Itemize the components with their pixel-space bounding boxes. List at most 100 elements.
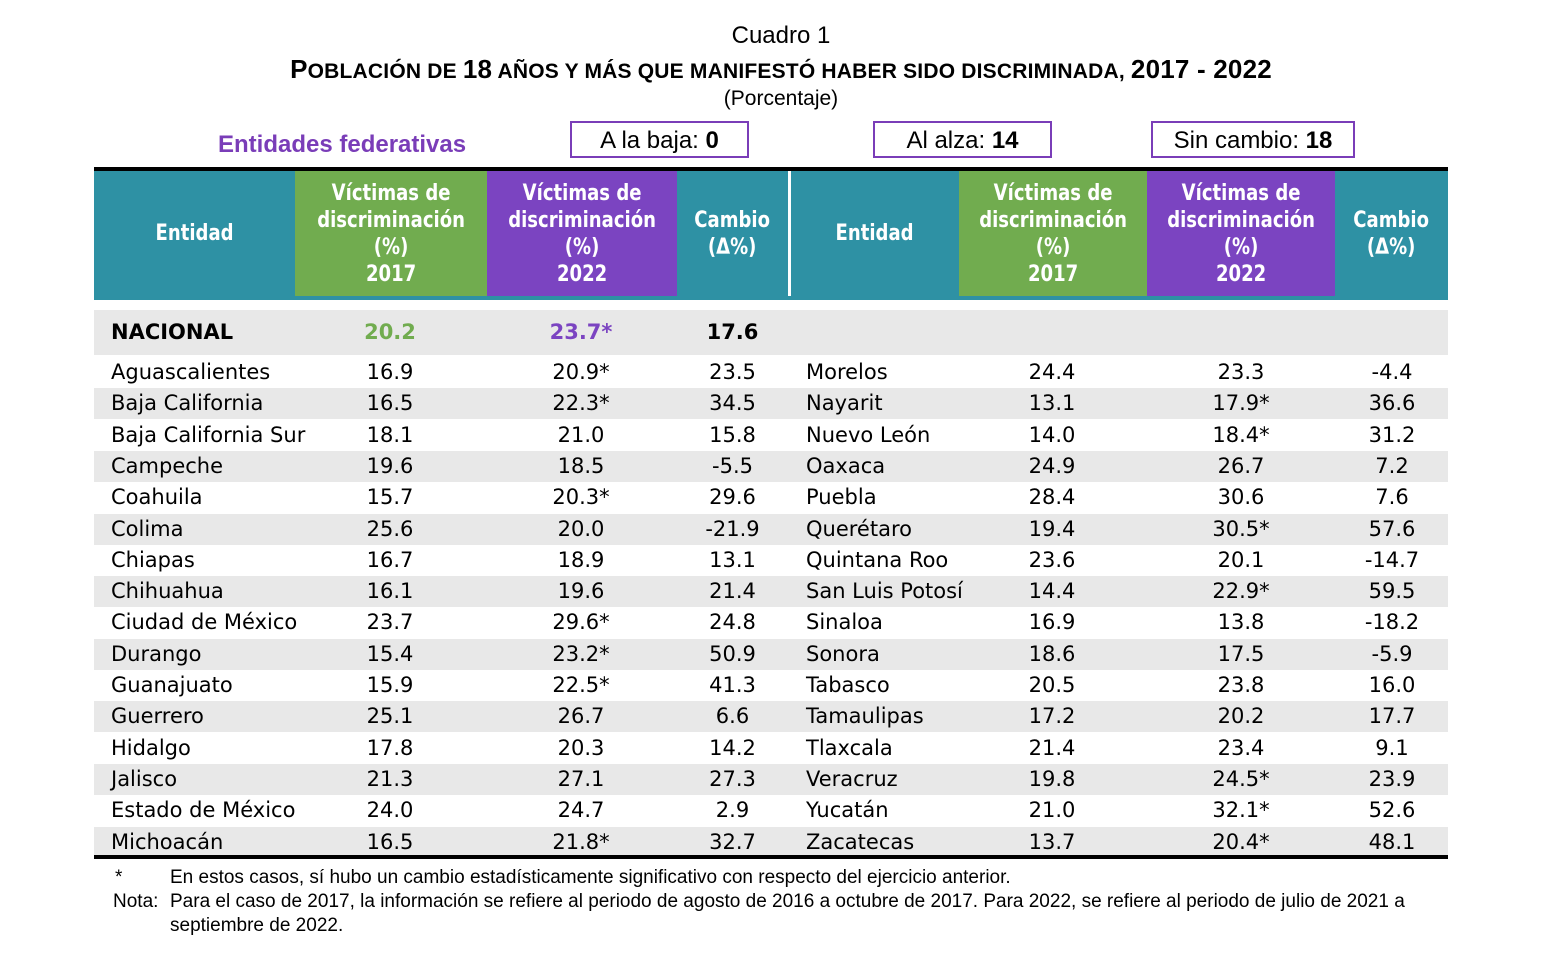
right-v2017-value: 28.4 <box>1028 485 1076 510</box>
header-2017-right: Víctimas de discriminación (%) 2017 <box>959 171 1147 296</box>
left-entidad-name: Baja California Sur <box>111 422 306 447</box>
table-row: Guanajuato 15.9 22.5* 41.3 Tabasco 20.5 23.8 16… <box>94 670 1448 701</box>
right-v2022-value: 17.5 <box>1217 641 1265 666</box>
left-v2022-value: 18.5 <box>557 453 605 478</box>
left-entidad-name: Chihuahua <box>111 579 224 604</box>
left-v2022-value: 22.3* <box>552 391 610 416</box>
nacional-2022: 23.7* <box>549 320 613 344</box>
left-cambio-value: 14.2 <box>709 735 756 760</box>
right-v2022-value: 24.5* <box>1212 766 1270 791</box>
right-v2022-value: 13.8 <box>1217 610 1265 635</box>
left-cambio-value: 32.7 <box>709 829 756 854</box>
left-entidad-name: Michoacán <box>111 829 224 854</box>
right-v2022-value: 22.9* <box>1212 579 1270 604</box>
left-v2017-value: 15.4 <box>366 641 414 666</box>
header-2017-left: Víctimas de discriminación (%) 2017 <box>295 171 487 296</box>
right-v2017-value: 24.4 <box>1028 360 1076 384</box>
right-cambio-value: -18.2 <box>1364 610 1420 635</box>
entidades-label: Entidades federativas <box>218 131 467 158</box>
right-v2017-value: 16.9 <box>1028 610 1076 635</box>
right-entidad-name: Morelos <box>806 360 888 384</box>
table-row: Hidalgo 17.8 20.3 14.2 Tlaxcala 21.4 23.4 9.1 <box>94 733 1448 764</box>
left-v2022-value: 21.0 <box>557 422 605 447</box>
left-entidad-name: Aguascalientes <box>111 360 271 384</box>
left-v2022-value: 20.3* <box>552 485 610 510</box>
right-cambio-value: 7.2 <box>1375 453 1409 478</box>
left-v2017-value: 19.6 <box>366 453 414 478</box>
right-entidad-name: Oaxaca <box>806 453 886 478</box>
right-v2022-value: 32.1* <box>1212 798 1270 823</box>
right-cambio-value: 7.6 <box>1375 485 1409 510</box>
left-v2022-value: 21.8* <box>552 829 610 854</box>
table-unit: (Porcentaje) <box>723 87 839 110</box>
left-entidad-name: Guerrero <box>111 704 204 729</box>
right-entidad-name: Tamaulipas <box>806 704 924 729</box>
title-part: 18 <box>462 54 493 84</box>
left-v2022-value: 29.6* <box>552 610 610 635</box>
left-v2022-value: 27.1 <box>557 766 605 791</box>
right-v2017-value: 13.7 <box>1028 829 1076 854</box>
left-cambio-value: 27.3 <box>709 766 756 791</box>
nacional-row: NACIONAL 20.2 23.7* 17.6 <box>94 310 1448 355</box>
bottom-rule <box>94 855 1448 859</box>
left-entidad-name: Baja California <box>111 391 264 416</box>
title-part: OBLACIÓN DE <box>307 60 463 83</box>
table-title: POBLACIÓN DE 18 AÑOS Y MÁS QUE MANIFESTÓ… <box>0 54 1562 85</box>
right-entidad-name: San Luis Potosí <box>806 579 963 604</box>
right-v2017-value: 19.4 <box>1028 516 1076 541</box>
left-v2017-value: 24.0 <box>366 798 414 823</box>
table-row: Baja California Sur 18.1 21.0 15.8 Nuevo Leó… <box>94 420 1448 451</box>
footnote-significance: En estos casos, sí hubo un cambio estadí… <box>170 867 1011 888</box>
title-part: P <box>290 54 308 84</box>
right-cambio-value: 9.1 <box>1375 735 1409 760</box>
left-v2022-value: 23.2* <box>552 641 610 666</box>
right-entidad-name: Sinaloa <box>806 610 883 635</box>
footnote-nota-label: Nota: <box>113 891 159 912</box>
left-v2022-value: 20.0 <box>557 516 605 541</box>
left-cambio-value: 23.5 <box>709 360 756 384</box>
left-v2017-value: 16.9 <box>366 360 414 384</box>
summary-alza-box: Al alza: 14 <box>873 121 1052 158</box>
right-entidad-name: Veracruz <box>806 766 898 791</box>
left-v2022-value: 19.6 <box>557 579 605 604</box>
right-v2022-value: 23.3 <box>1217 360 1265 384</box>
header-label: Víctimas de discriminación (%) 2022 <box>1167 180 1315 287</box>
left-v2017-value: 16.1 <box>366 579 414 604</box>
right-v2022-value: 26.7 <box>1217 453 1265 478</box>
left-entidad-name: Hidalgo <box>111 735 191 760</box>
right-entidad-name: Querétaro <box>806 516 912 541</box>
summary-baja-value: 0 <box>705 127 719 154</box>
left-v2022-value: 24.7 <box>557 798 605 823</box>
left-v2017-value: 25.6 <box>366 516 414 541</box>
left-entidad-name: Chiapas <box>111 547 195 572</box>
left-cambio-value: 41.3 <box>709 673 756 697</box>
table-row: Durango 15.4 23.2* 50.9 Sonora 18.6 17.5 -5.9 <box>94 638 1448 670</box>
left-entidad-name: Durango <box>111 641 202 666</box>
right-cambio-value: -14.7 <box>1364 547 1420 572</box>
header-2022-right: Víctimas de discriminación (%) 2022 <box>1147 171 1335 296</box>
left-v2022-value: 22.5* <box>552 673 610 697</box>
right-cambio-value: 57.6 <box>1368 516 1416 541</box>
summary-alza-label: Al alza: <box>906 127 992 154</box>
header-label: Entidad <box>836 221 914 246</box>
header-entidad-left: Entidad <box>94 171 295 296</box>
right-v2022-value: 20.4* <box>1212 829 1270 854</box>
left-cambio-value: 15.8 <box>709 422 756 447</box>
header-entidad-right: Entidad <box>791 171 959 296</box>
right-cambio-value: -5.9 <box>1371 641 1413 666</box>
summary-baja-box: A la baja: 0 <box>570 121 749 158</box>
left-entidad-name: Colima <box>111 516 184 541</box>
right-cambio-value: 17.7 <box>1368 704 1416 729</box>
left-cambio-value: 34.5 <box>709 391 756 416</box>
left-entidad-name: Estado de México <box>111 798 296 823</box>
table-row: Chiapas 16.7 18.9 13.1 Quintana Roo 23.6 20.1 -… <box>94 545 1448 576</box>
table-row: Baja California 16.5 22.3* 34.5 Nayarit 13.1 1… <box>94 388 1448 420</box>
right-v2022-value: 30.6 <box>1217 485 1265 510</box>
table-row: Estado de México 24.0 24.7 2.9 Yucatán 21.0 32… <box>94 795 1448 826</box>
header-label: Entidad <box>155 221 234 246</box>
table-number: Cuadro 1 <box>731 22 831 49</box>
left-entidad-name: Ciudad de México <box>111 610 298 635</box>
left-cambio-value: 29.6 <box>709 485 756 510</box>
left-v2022-value: 20.3 <box>557 735 605 760</box>
left-entidad-name: Jalisco <box>111 766 178 791</box>
